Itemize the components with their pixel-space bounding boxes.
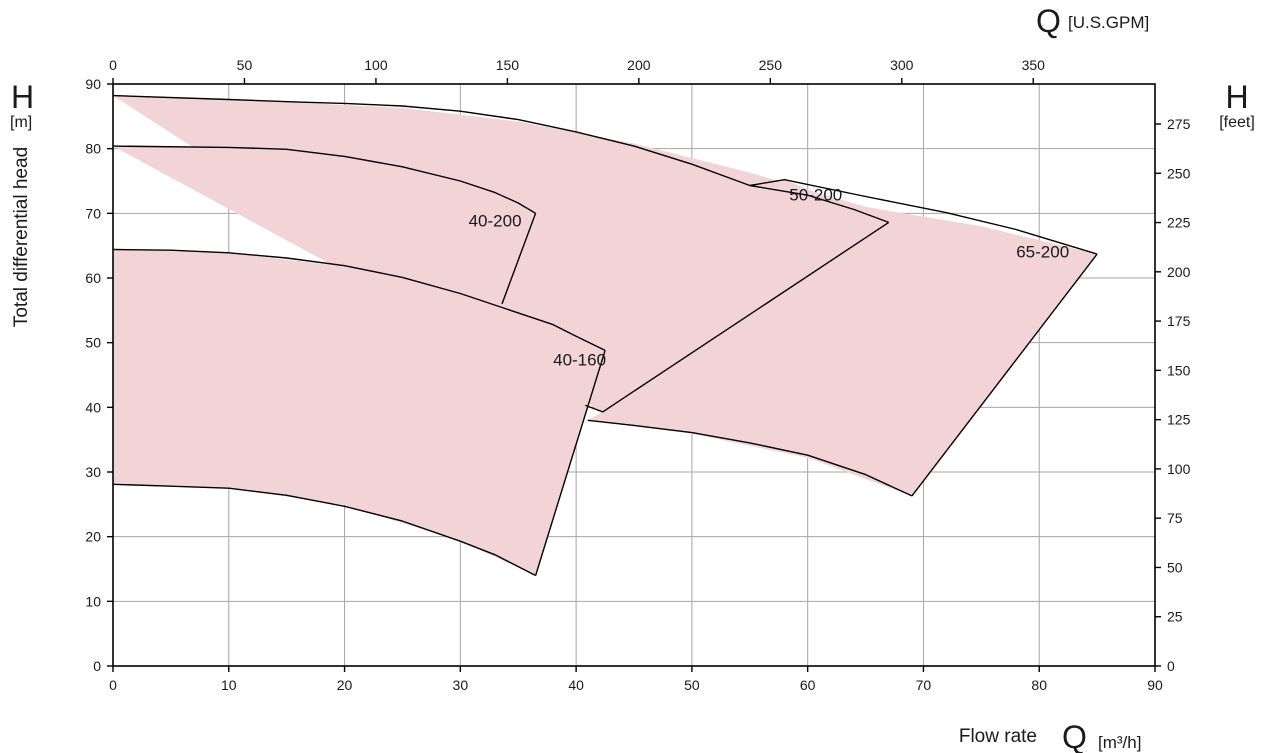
curve-40-200 (112, 145, 536, 214)
curves (112, 94, 1098, 577)
y2-tick-label: 250 (1167, 165, 1191, 181)
curve-40-200-runout (501, 213, 537, 305)
y2-tick-label: 25 (1167, 609, 1183, 625)
region-40-160 (113, 249, 606, 576)
x-axis-symbol: Q (1062, 719, 1087, 753)
y-axis-unit: [m] (10, 114, 32, 131)
x-tick-label: 80 (1031, 677, 1047, 693)
y-axis-label: Total differential head (11, 147, 32, 327)
x2-tick-label: 300 (890, 57, 914, 73)
x2-axis-symbol: Q (1036, 3, 1061, 39)
x-tick-label: 50 (684, 677, 700, 693)
curve-label-40-200: 40-200 (469, 211, 522, 230)
curve-65-200-runout (911, 253, 1098, 497)
x-axis-label: Flow rate (959, 726, 1037, 747)
x-tick-label: 30 (453, 677, 469, 693)
y-tick-label: 40 (85, 399, 101, 415)
curve-50-200 (749, 184, 889, 224)
x2-tick-label: 100 (364, 57, 388, 73)
x-tick-label: 90 (1147, 677, 1163, 693)
y2-tick-label: 100 (1167, 461, 1191, 477)
curve-label-65-200: 65-200 (1016, 242, 1069, 261)
y2-axis-unit: [feet] (1219, 114, 1255, 131)
x-tick-label: 10 (221, 677, 237, 693)
x-tick-label: 70 (916, 677, 932, 693)
y-tick-label: 70 (85, 205, 101, 221)
y-tick-label: 90 (85, 76, 101, 92)
y2-tick-label: 50 (1167, 559, 1183, 575)
curve-40-160-min (112, 483, 536, 577)
y2-tick-label: 200 (1167, 264, 1191, 280)
x2-tick-label: 150 (496, 57, 520, 73)
y2-tick-label: 275 (1167, 116, 1191, 132)
y2-axis-symbol: H (1225, 79, 1248, 115)
curve-65-200 (112, 94, 1098, 255)
curve-40-160-runout (534, 350, 606, 576)
curve-label-40-160: 40-160 (553, 350, 606, 369)
curve-50-200-runout (585, 221, 890, 413)
y-tick-label: 80 (85, 141, 101, 157)
x-tick-label: 0 (109, 677, 117, 693)
x2-axis-unit: [U.S.GPM] (1068, 13, 1149, 32)
x-axis-unit: [m³/h] (1098, 733, 1141, 752)
curve-label-50-200: 50-200 (789, 185, 842, 204)
coverage-regions (113, 95, 1098, 576)
y-tick-label: 50 (85, 335, 101, 351)
y2-tick-label: 0 (1167, 658, 1175, 674)
x2-tick-label: 250 (759, 57, 783, 73)
region-40-200 (113, 146, 536, 304)
y2-tick-label: 75 (1167, 510, 1183, 526)
y2-tick-label: 150 (1167, 362, 1191, 378)
x-tick-label: 60 (800, 677, 816, 693)
y-tick-label: 20 (85, 529, 101, 545)
x2-tick-label: 200 (627, 57, 651, 73)
y2-tick-label: 225 (1167, 215, 1191, 231)
curve-labels: 65-200 50-200 40-200 40-160 (469, 185, 1070, 369)
curve-40-160 (112, 248, 606, 352)
y2-tick-label: 125 (1167, 412, 1191, 428)
y-axis-symbol: H (11, 79, 34, 115)
plot-frame (112, 83, 1156, 667)
x2-tick-label: 0 (109, 57, 117, 73)
y-tick-label: 0 (93, 658, 101, 674)
x2-tick-label: 50 (237, 57, 253, 73)
y-tick-label: 10 (85, 593, 101, 609)
y2-tick-label: 175 (1167, 313, 1191, 329)
y-tick-label: 30 (85, 464, 101, 480)
curve-65-200-min (587, 419, 913, 497)
x-tick-label: 20 (337, 677, 353, 693)
y-tick-label: 60 (85, 270, 101, 286)
x-tick-label: 40 (568, 677, 584, 693)
x2-tick-label: 350 (1022, 57, 1046, 73)
